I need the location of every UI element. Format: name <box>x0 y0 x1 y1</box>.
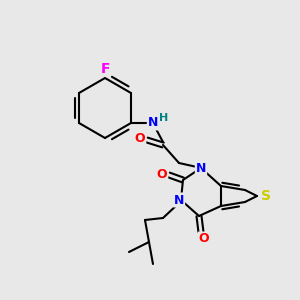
Text: N: N <box>196 161 206 175</box>
Text: H: H <box>159 113 169 123</box>
Text: N: N <box>174 194 184 206</box>
Text: F: F <box>100 62 110 76</box>
Text: O: O <box>199 232 209 245</box>
Text: S: S <box>261 189 271 203</box>
Text: N: N <box>148 116 158 130</box>
Text: O: O <box>157 167 167 181</box>
Text: O: O <box>135 133 145 146</box>
